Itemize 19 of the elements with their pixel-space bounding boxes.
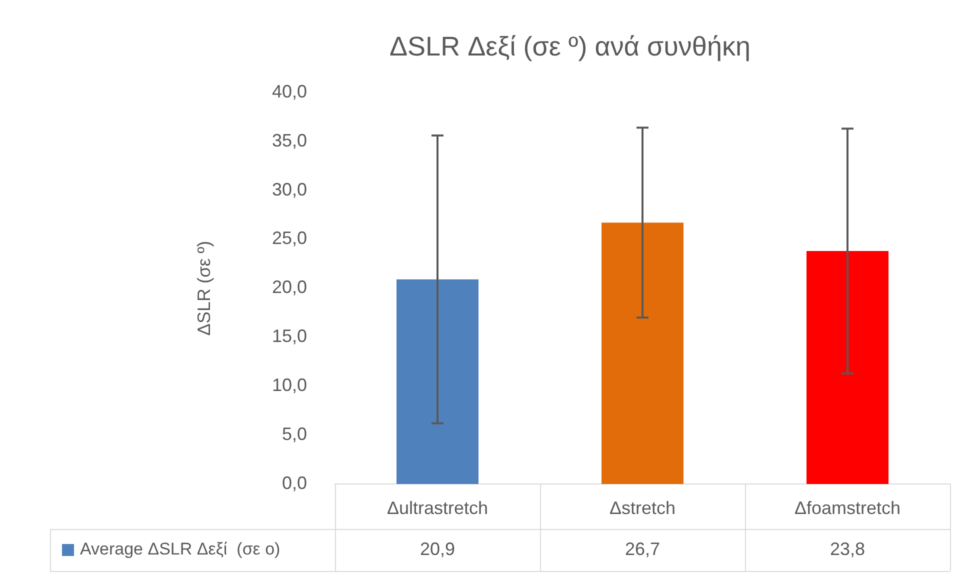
- y-tick-label: 5,0: [282, 424, 307, 444]
- y-tick-label: 0,0: [282, 472, 307, 493]
- y-tick-label: 15,0: [272, 326, 307, 346]
- chart-title: ΔSLR Δεξί (σε º) ανά συνθήκη: [390, 32, 750, 62]
- x-tick-label: Δstretch: [609, 498, 676, 518]
- y-tick-label: 35,0: [272, 130, 307, 150]
- y-tick-label: 10,0: [272, 375, 307, 396]
- x-tick-label: Δfoamstretch: [794, 498, 901, 518]
- y-axis-title: ΔSLR (σε º): [194, 240, 214, 336]
- x-tick-label: Δultrastretch: [386, 498, 488, 518]
- data-label: 23,8: [830, 538, 866, 559]
- data-label: 26,7: [624, 538, 660, 559]
- bar: [602, 222, 684, 484]
- y-tick-label: 20,0: [272, 277, 307, 298]
- y-tick-label: 30,0: [272, 179, 307, 200]
- y-tick-label: 40,0: [272, 81, 307, 102]
- legend-label: Average ΔSLR Δεξί (σε ο): [80, 540, 280, 559]
- data-label: 20,9: [420, 538, 456, 559]
- y-tick-label: 25,0: [272, 228, 307, 248]
